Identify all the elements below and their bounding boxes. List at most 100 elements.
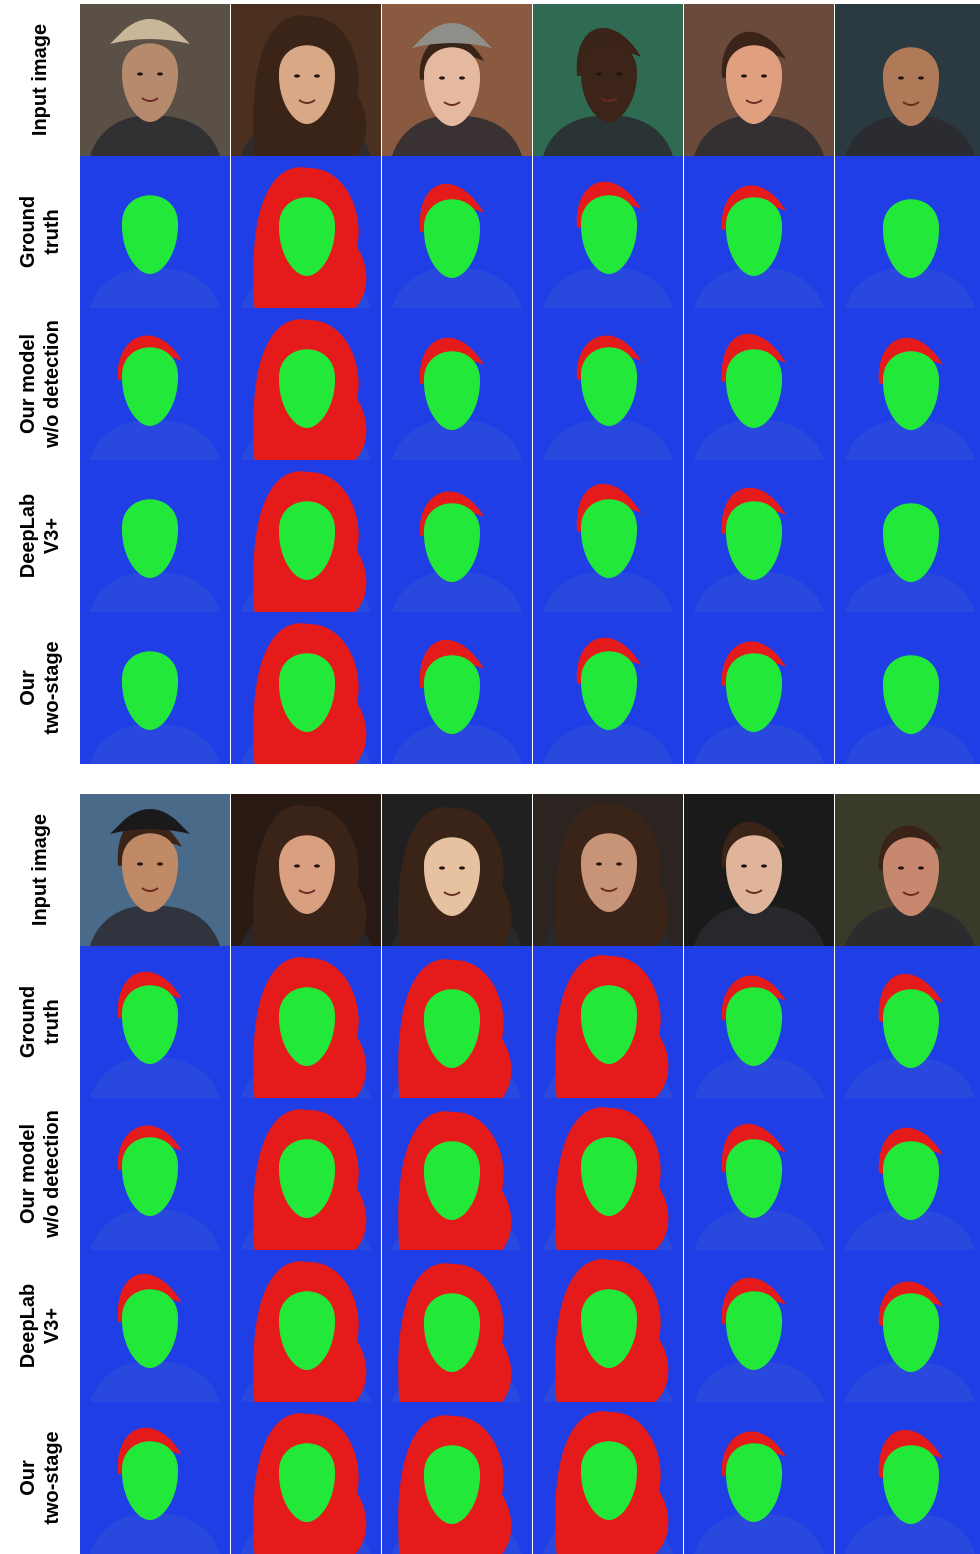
row-label: Our model w/o detection [0, 308, 78, 460]
segmentation-map [80, 460, 230, 612]
segmentation-map [533, 460, 683, 612]
torso [845, 905, 975, 946]
torso [845, 115, 975, 156]
face-class-region [423, 503, 481, 582]
face-class-region [121, 651, 179, 730]
overlay-shadow [90, 723, 220, 764]
face-class-region [278, 1139, 336, 1218]
face-class-region [423, 989, 481, 1068]
right-eye [616, 862, 622, 866]
segmentation-map [533, 612, 683, 764]
face-class-region [278, 197, 336, 276]
face-class-region [121, 1289, 179, 1368]
segmentation-map [382, 1402, 532, 1554]
mouth [443, 101, 461, 106]
mouth [298, 889, 316, 894]
figure-block-1: Input image Ground truth Our model w/o detec… [0, 4, 980, 764]
row-label-line: DeepLab [17, 494, 39, 578]
face-class-region [278, 987, 336, 1066]
mouth [298, 99, 316, 104]
left-eye [898, 866, 904, 870]
overlay-shadow [392, 571, 522, 612]
row-label-line: truth [41, 209, 63, 255]
input-photo [231, 794, 381, 946]
face-class-region [423, 351, 481, 430]
segmentation-map [382, 156, 532, 308]
face [882, 837, 940, 916]
row-label-line: Our [17, 670, 39, 706]
figure-row: Our two-stage [0, 1402, 980, 1554]
input-photo [533, 794, 683, 946]
segmentation-map [231, 612, 381, 764]
segmentation-map [835, 612, 980, 764]
face-class-region [725, 197, 783, 276]
overlay-shadow [392, 723, 522, 764]
segmentation-map [835, 1250, 980, 1402]
segmentation-map [684, 946, 834, 1098]
overlay-shadow [694, 1361, 824, 1402]
overlay-shadow [90, 1513, 220, 1554]
overlay-shadow [694, 419, 824, 460]
figure-row: Input image [0, 794, 980, 946]
segmentation-map [231, 156, 381, 308]
segmentation-map [533, 1402, 683, 1554]
segmentation-map [684, 156, 834, 308]
segmentation-map [80, 308, 230, 460]
segmentation-map [231, 946, 381, 1098]
face [882, 47, 940, 126]
face-class-region [580, 651, 638, 730]
left-eye [898, 76, 904, 80]
right-eye [157, 862, 163, 866]
segmentation-map [533, 946, 683, 1098]
face [121, 43, 179, 122]
right-eye [157, 72, 163, 76]
face-class-region [278, 653, 336, 732]
face-class-region [121, 1441, 179, 1520]
torso [694, 115, 824, 156]
input-photo [684, 4, 834, 156]
face-class-region [580, 1441, 638, 1520]
row-cells [80, 612, 980, 764]
segmentation-map [684, 460, 834, 612]
figure-row: Our model w/o detection [0, 308, 980, 460]
overlay-shadow [694, 571, 824, 612]
face-class-region [278, 501, 336, 580]
overlay-shadow [392, 419, 522, 460]
overlay-shadow [392, 267, 522, 308]
left-eye [439, 866, 445, 870]
segmentation-map [382, 946, 532, 1098]
segmentation-map [684, 612, 834, 764]
torso [90, 115, 220, 156]
face-class-region [882, 199, 940, 278]
row-label-line: DeepLab [17, 1284, 39, 1368]
row-label-line: two-stage [41, 641, 63, 734]
overlay-shadow [694, 723, 824, 764]
segmentation-map [382, 1098, 532, 1250]
right-eye [314, 864, 320, 868]
row-label: Input image [0, 4, 78, 156]
row-label-line: Ground [17, 196, 39, 268]
row-cells [80, 946, 980, 1098]
hat [110, 809, 190, 834]
row-label: DeepLab V3+ [0, 460, 78, 612]
segmentation-map [382, 1250, 532, 1402]
face-class-region [882, 351, 940, 430]
input-photo [835, 4, 980, 156]
mouth [600, 887, 618, 892]
left-eye [294, 864, 300, 868]
segmentation-map [80, 612, 230, 764]
input-photo [382, 4, 532, 156]
face-class-region [725, 501, 783, 580]
row-label-line: Our model [17, 1124, 39, 1224]
segmentation-map [382, 612, 532, 764]
right-eye [918, 76, 924, 80]
face-class-region [725, 349, 783, 428]
segmentation-map [231, 308, 381, 460]
face [121, 833, 179, 912]
face-class-region [121, 195, 179, 274]
segmentation-map [231, 1250, 381, 1402]
mouth [902, 891, 920, 896]
segmentation-map [835, 1402, 980, 1554]
segmentation-map [684, 1402, 834, 1554]
segmentation-map [684, 1098, 834, 1250]
